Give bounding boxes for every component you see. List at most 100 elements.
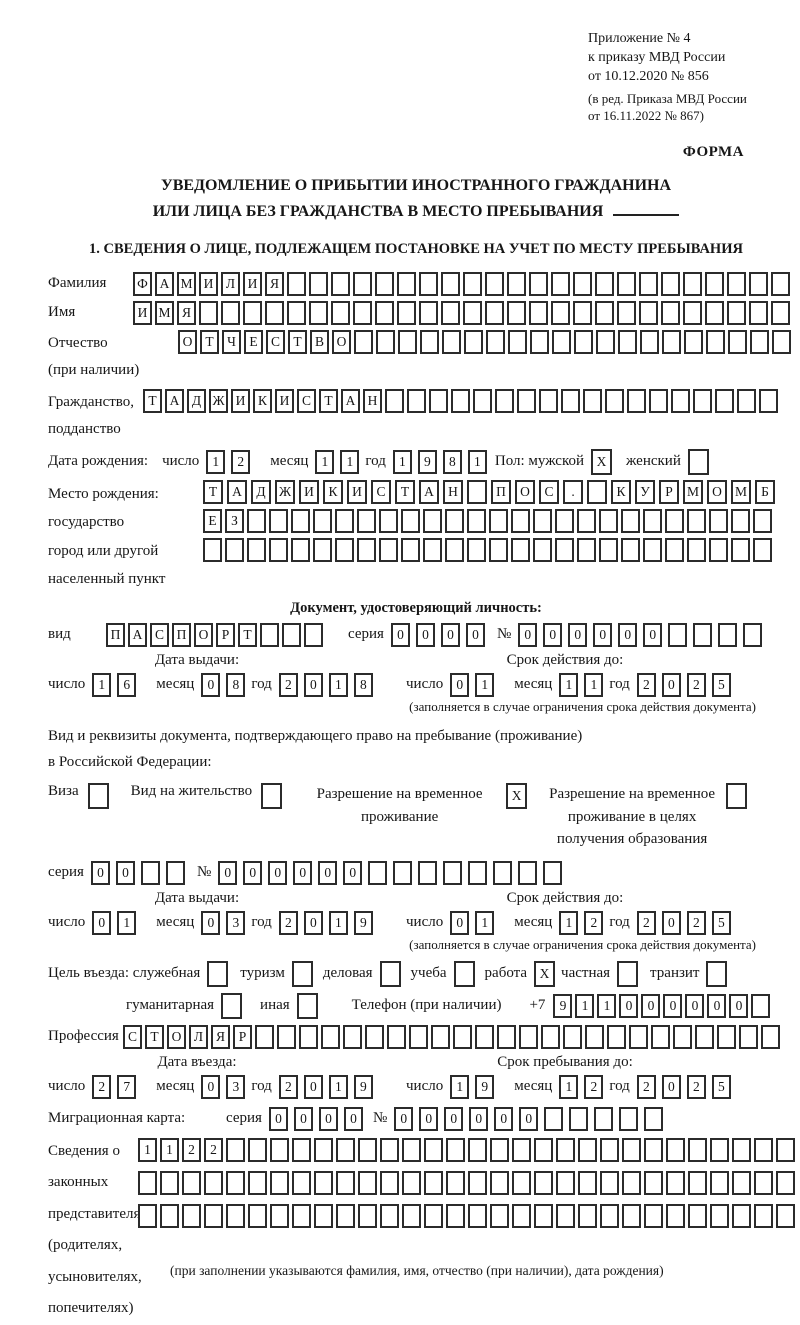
char-box[interactable] [732, 1170, 751, 1195]
char-box[interactable] [379, 537, 398, 562]
char-box[interactable] [393, 860, 413, 885]
char-box[interactable] [277, 1024, 296, 1049]
char-box[interactable]: Ж [275, 479, 295, 504]
char-box[interactable] [710, 1170, 729, 1195]
char-box[interactable] [644, 1203, 663, 1228]
char-box[interactable] [490, 1137, 509, 1162]
char-box[interactable] [533, 537, 552, 562]
char-box[interactable] [511, 537, 530, 562]
char-box[interactable]: И [275, 388, 294, 413]
residence-permit-checkbox[interactable] [261, 783, 283, 810]
char-box[interactable]: 9 [417, 449, 437, 474]
char-box[interactable]: 0 [568, 622, 588, 647]
char-box[interactable]: 1 [92, 672, 112, 697]
char-box[interactable] [533, 508, 552, 533]
char-box[interactable] [429, 388, 448, 413]
char-box[interactable] [544, 1106, 564, 1131]
char-box[interactable]: 1 [559, 910, 579, 935]
char-box[interactable]: 0 [115, 860, 135, 885]
char-box[interactable] [247, 508, 266, 533]
char-box[interactable] [529, 271, 548, 296]
char-box[interactable]: 2 [636, 910, 656, 935]
char-box[interactable] [578, 1203, 597, 1228]
char-box[interactable] [577, 537, 596, 562]
char-box[interactable] [442, 329, 461, 354]
char-box[interactable]: А [128, 622, 147, 647]
char-box[interactable]: Н [443, 479, 463, 504]
char-box[interactable]: Е [244, 329, 263, 354]
char-box[interactable] [556, 1170, 575, 1195]
char-box[interactable] [668, 622, 688, 647]
char-box[interactable] [551, 300, 570, 325]
purpose-study-checkbox[interactable] [453, 960, 475, 987]
char-box[interactable] [248, 1170, 267, 1195]
char-box[interactable] [287, 271, 306, 296]
char-box[interactable]: 0 [450, 672, 470, 697]
char-box[interactable] [710, 1137, 729, 1162]
char-box[interactable]: Р [659, 479, 679, 504]
char-box[interactable] [397, 271, 416, 296]
other-checkbox[interactable] [296, 992, 318, 1019]
char-box[interactable]: 0 [707, 993, 727, 1018]
purpose-private-checkbox[interactable] [617, 960, 639, 987]
char-box[interactable]: О [167, 1024, 186, 1049]
char-box[interactable] [380, 1203, 399, 1228]
char-box[interactable] [639, 300, 658, 325]
char-box[interactable] [519, 1024, 538, 1049]
char-box[interactable] [485, 300, 504, 325]
char-box[interactable]: С [123, 1024, 142, 1049]
char-box[interactable]: 3 [226, 910, 246, 935]
char-box[interactable] [665, 537, 684, 562]
char-box[interactable]: 0 [619, 993, 639, 1018]
char-box[interactable]: 0 [415, 622, 435, 647]
char-box[interactable] [376, 329, 395, 354]
char-box[interactable] [343, 1024, 362, 1049]
char-box[interactable] [269, 508, 288, 533]
char-box[interactable]: 1 [160, 1137, 179, 1162]
char-box[interactable] [629, 1024, 648, 1049]
char-box[interactable] [225, 537, 244, 562]
char-box[interactable]: 2 [686, 672, 706, 697]
char-box[interactable] [291, 508, 310, 533]
char-box[interactable]: П [491, 479, 511, 504]
char-box[interactable] [600, 1170, 619, 1195]
char-box[interactable]: 0 [469, 1106, 489, 1131]
char-box[interactable] [555, 508, 574, 533]
char-box[interactable]: О [707, 479, 727, 504]
char-box[interactable]: 0 [465, 622, 485, 647]
char-box[interactable] [165, 860, 185, 885]
char-box[interactable]: 9 [353, 910, 373, 935]
char-box[interactable] [489, 508, 508, 533]
char-box[interactable] [199, 300, 218, 325]
char-box[interactable] [751, 993, 771, 1018]
char-box[interactable] [607, 1024, 626, 1049]
char-box[interactable] [577, 508, 596, 533]
char-box[interactable] [418, 860, 438, 885]
char-box[interactable] [445, 537, 464, 562]
char-box[interactable] [706, 329, 725, 354]
char-box[interactable]: 2 [204, 1137, 223, 1162]
char-box[interactable] [717, 1024, 736, 1049]
char-box[interactable] [424, 1203, 443, 1228]
char-box[interactable] [321, 1024, 340, 1049]
char-box[interactable]: 0 [201, 672, 221, 697]
char-box[interactable] [569, 1106, 589, 1131]
char-box[interactable] [204, 1203, 223, 1228]
char-box[interactable]: 0 [593, 622, 613, 647]
char-box[interactable]: 0 [293, 860, 313, 885]
char-box[interactable] [666, 1137, 685, 1162]
char-box[interactable]: Я [211, 1024, 230, 1049]
char-box[interactable]: 0 [268, 1106, 288, 1131]
char-box[interactable] [441, 300, 460, 325]
char-box[interactable] [761, 1024, 780, 1049]
char-box[interactable] [331, 300, 350, 325]
transit-checkbox[interactable] [706, 960, 728, 987]
char-box[interactable] [512, 1170, 531, 1195]
